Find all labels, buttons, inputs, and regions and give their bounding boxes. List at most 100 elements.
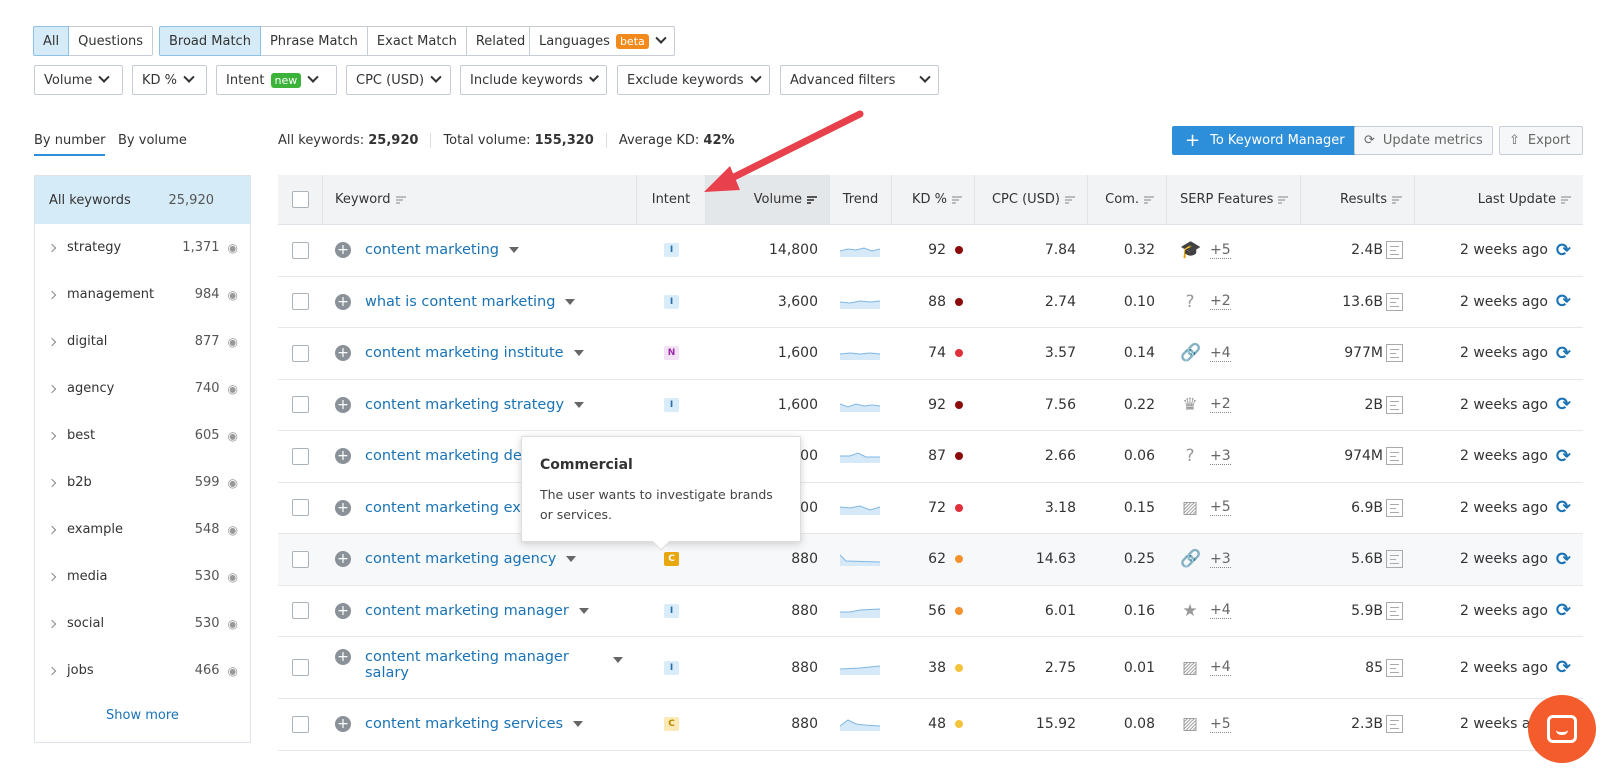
caret-down-icon[interactable] <box>565 298 576 305</box>
sidebar-item-agency[interactable]: agency 740 ◉ <box>35 365 250 412</box>
add-keyword-icon[interactable]: + <box>335 602 351 619</box>
tab-phrase-match[interactable]: Phrase Match <box>259 26 368 56</box>
languages-dropdown[interactable]: Languages beta <box>529 26 675 56</box>
intent-badge[interactable]: C <box>664 552 679 567</box>
refresh-icon[interactable]: ⟳ <box>1555 600 1571 622</box>
row-checkbox[interactable] <box>292 293 309 311</box>
serp-snapshot-icon[interactable] <box>1386 658 1403 677</box>
advanced-filters[interactable]: Advanced filters <box>780 65 939 95</box>
serp-snapshot-icon[interactable] <box>1386 344 1403 363</box>
serp-snapshot-icon[interactable] <box>1386 292 1403 311</box>
keyword-link[interactable]: content marketing agency <box>365 551 557 568</box>
update-metrics-button[interactable]: ⟳ Update metrics <box>1354 126 1493 155</box>
caret-down-icon[interactable] <box>573 721 584 728</box>
row-checkbox[interactable] <box>292 241 309 259</box>
intent-badge[interactable]: N <box>664 346 679 361</box>
row-checkbox[interactable] <box>292 602 309 620</box>
add-keyword-icon[interactable]: + <box>335 716 351 733</box>
sidebar-item-b2b[interactable]: b2b 599 ◉ <box>35 459 250 506</box>
keyword-link[interactable]: content marketing <box>365 242 500 259</box>
keyword-link[interactable]: what is content marketing <box>365 293 556 310</box>
serp-snapshot-icon[interactable] <box>1386 550 1403 569</box>
tab-all[interactable]: All <box>33 26 70 56</box>
to-keyword-manager-button[interactable]: + To Keyword Manager <box>1172 126 1358 155</box>
serp-more-link[interactable]: +2 <box>1210 293 1231 311</box>
row-checkbox[interactable] <box>292 550 309 568</box>
intent-filter[interactable]: Intent new <box>216 65 337 95</box>
sidebar-item-best[interactable]: best 605 ◉ <box>35 412 250 459</box>
include-keywords-filter[interactable]: Include keywords <box>460 65 607 95</box>
refresh-icon[interactable]: ⟳ <box>1555 548 1571 570</box>
serp-snapshot-icon[interactable] <box>1386 715 1403 734</box>
refresh-icon[interactable]: ⟳ <box>1555 291 1571 313</box>
intent-badge[interactable]: I <box>664 243 679 258</box>
refresh-icon[interactable]: ⟳ <box>1555 342 1571 364</box>
volume-filter[interactable]: Volume <box>34 65 123 95</box>
row-checkbox[interactable] <box>292 715 309 733</box>
column-intent[interactable]: Intent <box>637 175 706 224</box>
caret-down-icon[interactable] <box>509 247 520 254</box>
refresh-icon[interactable]: ⟳ <box>1555 445 1571 467</box>
kd-filter[interactable]: KD % <box>132 65 207 95</box>
chat-launcher-button[interactable] <box>1528 695 1596 763</box>
show-more-link[interactable]: Show more <box>106 708 179 723</box>
serp-more-link[interactable]: +2 <box>1210 396 1231 414</box>
intent-badge[interactable]: C <box>664 717 679 732</box>
serp-more-link[interactable]: +4 <box>1210 659 1231 676</box>
select-all-checkbox[interactable] <box>291 191 309 208</box>
column-cpc[interactable]: CPC (USD) <box>975 175 1088 224</box>
refresh-icon[interactable]: ⟳ <box>1555 394 1571 416</box>
sidebar-item-example[interactable]: example 548 ◉ <box>35 506 250 553</box>
row-checkbox[interactable] <box>292 659 309 676</box>
caret-down-icon[interactable] <box>566 556 577 563</box>
row-checkbox[interactable] <box>292 396 309 414</box>
serp-more-link[interactable]: +5 <box>1210 499 1231 517</box>
refresh-icon[interactable]: ⟳ <box>1555 239 1571 261</box>
caret-down-icon[interactable] <box>578 607 589 614</box>
sidebar-item-digital[interactable]: digital 877 ◉ <box>35 318 250 365</box>
add-keyword-icon[interactable]: + <box>335 345 351 362</box>
tab-exact-match[interactable]: Exact Match <box>366 26 467 56</box>
exclude-keywords-filter[interactable]: Exclude keywords <box>617 65 770 95</box>
serp-more-link[interactable]: +3 <box>1210 550 1231 568</box>
add-keyword-icon[interactable]: + <box>335 396 351 413</box>
sidebar-item-jobs[interactable]: jobs 466 ◉ <box>35 647 250 694</box>
tab-broad-match[interactable]: Broad Match <box>159 26 261 56</box>
intent-badge[interactable]: I <box>664 660 679 675</box>
tab-by-number[interactable]: By number <box>34 133 106 156</box>
keyword-link[interactable]: content marketing institute <box>365 345 564 362</box>
caret-down-icon[interactable] <box>574 401 585 408</box>
serp-snapshot-icon[interactable] <box>1386 498 1403 517</box>
tab-questions[interactable]: Questions <box>68 26 154 56</box>
keyword-link[interactable]: content marketing de <box>365 448 522 465</box>
intent-badge[interactable]: I <box>664 603 679 618</box>
serp-more-link[interactable]: +5 <box>1210 241 1231 259</box>
add-keyword-icon[interactable]: + <box>335 242 351 259</box>
serp-snapshot-icon[interactable] <box>1386 601 1403 620</box>
add-keyword-icon[interactable]: + <box>335 499 351 516</box>
export-button[interactable]: ⇧ Export <box>1499 126 1583 155</box>
cpc-filter[interactable]: CPC (USD) <box>346 65 451 95</box>
keyword-link[interactable]: content marketing manager salary <box>365 649 569 681</box>
add-keyword-icon[interactable]: + <box>335 649 351 665</box>
tab-related[interactable]: Related <box>465 26 536 56</box>
keyword-link[interactable]: content marketing services <box>365 716 564 733</box>
caret-down-icon[interactable] <box>573 350 584 357</box>
add-keyword-icon[interactable]: + <box>335 551 351 568</box>
sidebar-item-all-keywords[interactable]: All keywords 25,920 <box>35 176 250 224</box>
column-com[interactable]: Com. <box>1088 175 1167 224</box>
refresh-icon[interactable]: ⟳ <box>1555 657 1571 678</box>
column-results[interactable]: Results <box>1301 175 1415 224</box>
column-trend[interactable]: Trend <box>830 175 892 224</box>
serp-more-link[interactable]: +4 <box>1210 344 1231 362</box>
serp-more-link[interactable]: +4 <box>1210 602 1231 620</box>
row-checkbox[interactable] <box>292 447 309 465</box>
sidebar-item-media[interactable]: media 530 ◉ <box>35 553 250 600</box>
row-checkbox[interactable] <box>292 499 309 517</box>
row-checkbox[interactable] <box>292 344 309 362</box>
serp-snapshot-icon[interactable] <box>1386 395 1403 414</box>
serp-snapshot-icon[interactable] <box>1386 241 1403 260</box>
caret-down-icon[interactable] <box>613 657 623 663</box>
serp-snapshot-icon[interactable] <box>1386 447 1403 466</box>
sidebar-item-strategy[interactable]: strategy 1,371 ◉ <box>35 224 250 271</box>
